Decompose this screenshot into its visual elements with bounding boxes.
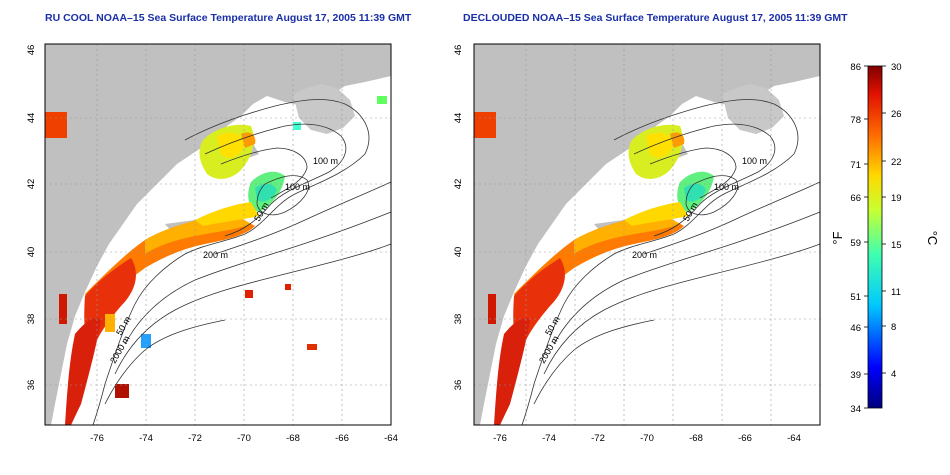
c-tick: 4	[891, 369, 896, 380]
right-x-tick: -66	[738, 433, 752, 444]
colorbar: 86 78 71 66 59 51 46 39 34 30 26 22 19 1…	[830, 62, 940, 415]
left-y-tick: 46	[26, 45, 37, 56]
left-y-axis: 36 38 40 42 44 46	[26, 45, 37, 391]
right-y-tick: 38	[453, 314, 464, 325]
f-tick: 71	[850, 160, 861, 171]
left-x-tick: -74	[139, 433, 153, 444]
right-map-title: DECLOUDED NOAA–15 Sea Surface Temperatur…	[463, 12, 848, 24]
f-tick: 78	[850, 115, 861, 126]
f-tick: 39	[850, 370, 861, 381]
celsius-label: °C	[925, 231, 940, 246]
c-tick: 19	[891, 193, 902, 204]
right-y-tick: 40	[453, 247, 464, 258]
f-tick: 51	[850, 292, 861, 303]
left-x-tick: -70	[237, 433, 251, 444]
right-x-tick: -70	[640, 433, 654, 444]
right-x-tick: -64	[787, 433, 801, 444]
right-contour-label-2: 100 m	[714, 182, 739, 192]
f-tick: 86	[850, 62, 861, 73]
left-x-tick: -68	[286, 433, 300, 444]
right-contour-label-4: 200 m	[632, 250, 657, 260]
left-x-tick: -64	[384, 433, 398, 444]
left-x-axis: -76 -74 -72 -70 -68 -66 -64	[90, 433, 398, 444]
f-tick: 34	[850, 404, 861, 415]
left-y-tick: 42	[26, 179, 37, 190]
right-y-tick: 44	[453, 113, 464, 124]
left-y-tick: 44	[26, 113, 37, 124]
right-x-tick: -74	[542, 433, 556, 444]
c-tick: 22	[891, 157, 902, 168]
fahrenheit-label: °F	[830, 231, 845, 244]
c-tick: 26	[891, 109, 902, 120]
right-x-tick: -76	[493, 433, 507, 444]
left-x-tick: -66	[335, 433, 349, 444]
left-map: 100 m 100 m 50 m 200 m 50 m 2000 m	[44, 43, 392, 426]
left-y-tick: 36	[26, 380, 37, 391]
right-y-axis: 36 38 40 42 44 46	[453, 45, 464, 391]
left-y-tick: 40	[26, 247, 37, 258]
right-x-tick: -68	[689, 433, 703, 444]
c-tick: 30	[891, 62, 902, 73]
right-y-tick: 36	[453, 380, 464, 391]
left-contour-label-4: 200 m	[203, 250, 228, 260]
left-x-tick: -72	[188, 433, 202, 444]
colorbar-gradient	[867, 65, 883, 409]
f-tick: 59	[850, 238, 861, 249]
left-map-title: RU COOL NOAA–15 Sea Surface Temperature …	[45, 12, 412, 24]
f-tick: 46	[850, 323, 861, 334]
right-x-axis: -76 -74 -72 -70 -68 -66 -64	[493, 433, 801, 444]
right-y-tick: 42	[453, 179, 464, 190]
right-y-tick: 46	[453, 45, 464, 56]
c-tick: 11	[891, 287, 901, 298]
c-tick: 8	[891, 322, 896, 333]
right-x-tick: -72	[591, 433, 605, 444]
f-tick: 66	[850, 193, 861, 204]
right-contour-label-1: 100 m	[742, 156, 767, 166]
c-tick: 15	[891, 240, 902, 251]
left-contour-label-1: 100 m	[313, 156, 338, 166]
left-x-tick: -76	[90, 433, 104, 444]
right-map: 100 m 100 m 50 m 200 m 50 m 2000 m	[473, 43, 821, 426]
left-y-tick: 38	[26, 314, 37, 325]
left-contour-label-2: 100 m	[285, 182, 310, 192]
